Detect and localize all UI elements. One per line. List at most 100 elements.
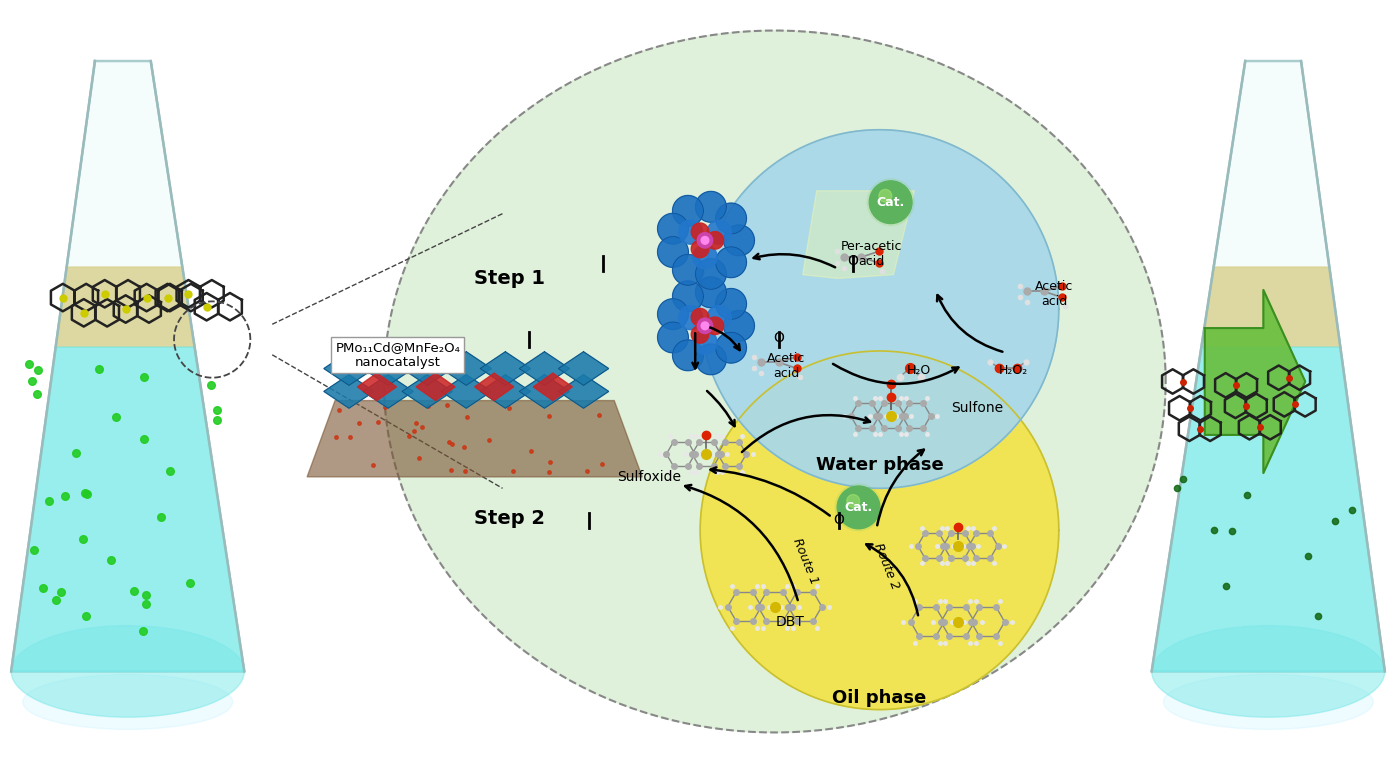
Text: H₂O₂: H₂O₂: [1000, 363, 1027, 377]
Circle shape: [879, 189, 892, 202]
Polygon shape: [691, 308, 709, 326]
Polygon shape: [1152, 61, 1385, 671]
Polygon shape: [11, 347, 244, 671]
Circle shape: [849, 497, 868, 517]
Circle shape: [870, 181, 912, 224]
Polygon shape: [519, 375, 570, 408]
Polygon shape: [716, 288, 747, 319]
Polygon shape: [533, 373, 572, 401]
Polygon shape: [384, 31, 1166, 732]
Text: Water phase: Water phase: [815, 456, 944, 475]
Polygon shape: [11, 61, 244, 671]
Polygon shape: [402, 375, 452, 408]
Polygon shape: [558, 375, 609, 408]
Polygon shape: [695, 259, 726, 289]
Polygon shape: [678, 220, 702, 244]
Polygon shape: [307, 401, 642, 477]
Polygon shape: [678, 305, 702, 330]
Text: Step 1: Step 1: [475, 269, 544, 288]
Text: Oil phase: Oil phase: [832, 689, 927, 707]
Polygon shape: [716, 203, 747, 233]
Text: O: O: [833, 513, 845, 527]
Text: Per-acetic
acid: Per-acetic acid: [840, 240, 902, 268]
Text: H₂O: H₂O: [906, 363, 931, 377]
Circle shape: [846, 495, 871, 520]
Text: Sulfoxide: Sulfoxide: [617, 470, 681, 484]
Circle shape: [838, 486, 879, 529]
Polygon shape: [803, 191, 914, 278]
Polygon shape: [673, 195, 704, 227]
Polygon shape: [708, 220, 732, 244]
Polygon shape: [441, 352, 491, 385]
Circle shape: [840, 489, 877, 526]
Polygon shape: [480, 375, 530, 408]
Circle shape: [875, 187, 906, 217]
Text: Acetic
acid: Acetic acid: [1034, 280, 1074, 307]
Polygon shape: [658, 322, 688, 353]
Polygon shape: [691, 223, 709, 240]
Polygon shape: [716, 247, 747, 278]
Polygon shape: [402, 352, 452, 385]
Ellipse shape: [1152, 626, 1385, 717]
Text: O: O: [847, 254, 859, 268]
Polygon shape: [658, 299, 688, 330]
Text: Acetic
acid: Acetic acid: [766, 353, 805, 380]
Circle shape: [697, 318, 713, 333]
Text: Cat.: Cat.: [845, 501, 872, 514]
Circle shape: [835, 484, 882, 531]
Circle shape: [701, 237, 709, 244]
Text: Route 1: Route 1: [790, 536, 821, 586]
Ellipse shape: [22, 674, 233, 729]
Circle shape: [867, 179, 914, 226]
Text: PMo₁₁Cd@MnFe₂O₄
nanocatalyst: PMo₁₁Cd@MnFe₂O₄ nanocatalyst: [335, 341, 461, 369]
Polygon shape: [475, 373, 514, 401]
Polygon shape: [441, 375, 491, 408]
Polygon shape: [723, 225, 754, 256]
Polygon shape: [691, 240, 709, 258]
Polygon shape: [695, 192, 726, 222]
Text: Step 2: Step 2: [475, 510, 544, 528]
Polygon shape: [56, 267, 194, 347]
Text: Route 2: Route 2: [871, 541, 902, 591]
Polygon shape: [658, 237, 688, 267]
Ellipse shape: [1163, 674, 1374, 729]
Circle shape: [884, 195, 898, 209]
Polygon shape: [706, 317, 723, 335]
Circle shape: [852, 501, 866, 514]
Circle shape: [886, 198, 895, 207]
Text: O: O: [773, 331, 785, 345]
Polygon shape: [708, 305, 732, 330]
Polygon shape: [695, 344, 726, 375]
Polygon shape: [480, 352, 530, 385]
Polygon shape: [673, 254, 704, 285]
Polygon shape: [324, 375, 374, 408]
Polygon shape: [673, 281, 704, 312]
Circle shape: [854, 503, 863, 512]
Polygon shape: [701, 130, 1058, 488]
Circle shape: [701, 322, 709, 330]
Polygon shape: [363, 375, 413, 408]
Circle shape: [697, 233, 713, 248]
Polygon shape: [692, 330, 718, 354]
Polygon shape: [691, 326, 709, 343]
Circle shape: [847, 494, 860, 507]
Polygon shape: [357, 373, 396, 401]
Circle shape: [878, 190, 903, 214]
Polygon shape: [519, 352, 570, 385]
Polygon shape: [723, 311, 754, 341]
Polygon shape: [706, 231, 723, 250]
Polygon shape: [658, 214, 688, 244]
Polygon shape: [324, 352, 374, 385]
Circle shape: [872, 184, 909, 221]
Polygon shape: [1202, 267, 1340, 347]
Polygon shape: [363, 352, 413, 385]
Polygon shape: [692, 245, 718, 269]
Ellipse shape: [11, 626, 244, 717]
Polygon shape: [1205, 290, 1305, 473]
Circle shape: [881, 192, 900, 212]
Polygon shape: [416, 373, 455, 401]
Circle shape: [838, 487, 879, 528]
Polygon shape: [558, 352, 609, 385]
Polygon shape: [1152, 347, 1385, 671]
Polygon shape: [695, 277, 726, 307]
